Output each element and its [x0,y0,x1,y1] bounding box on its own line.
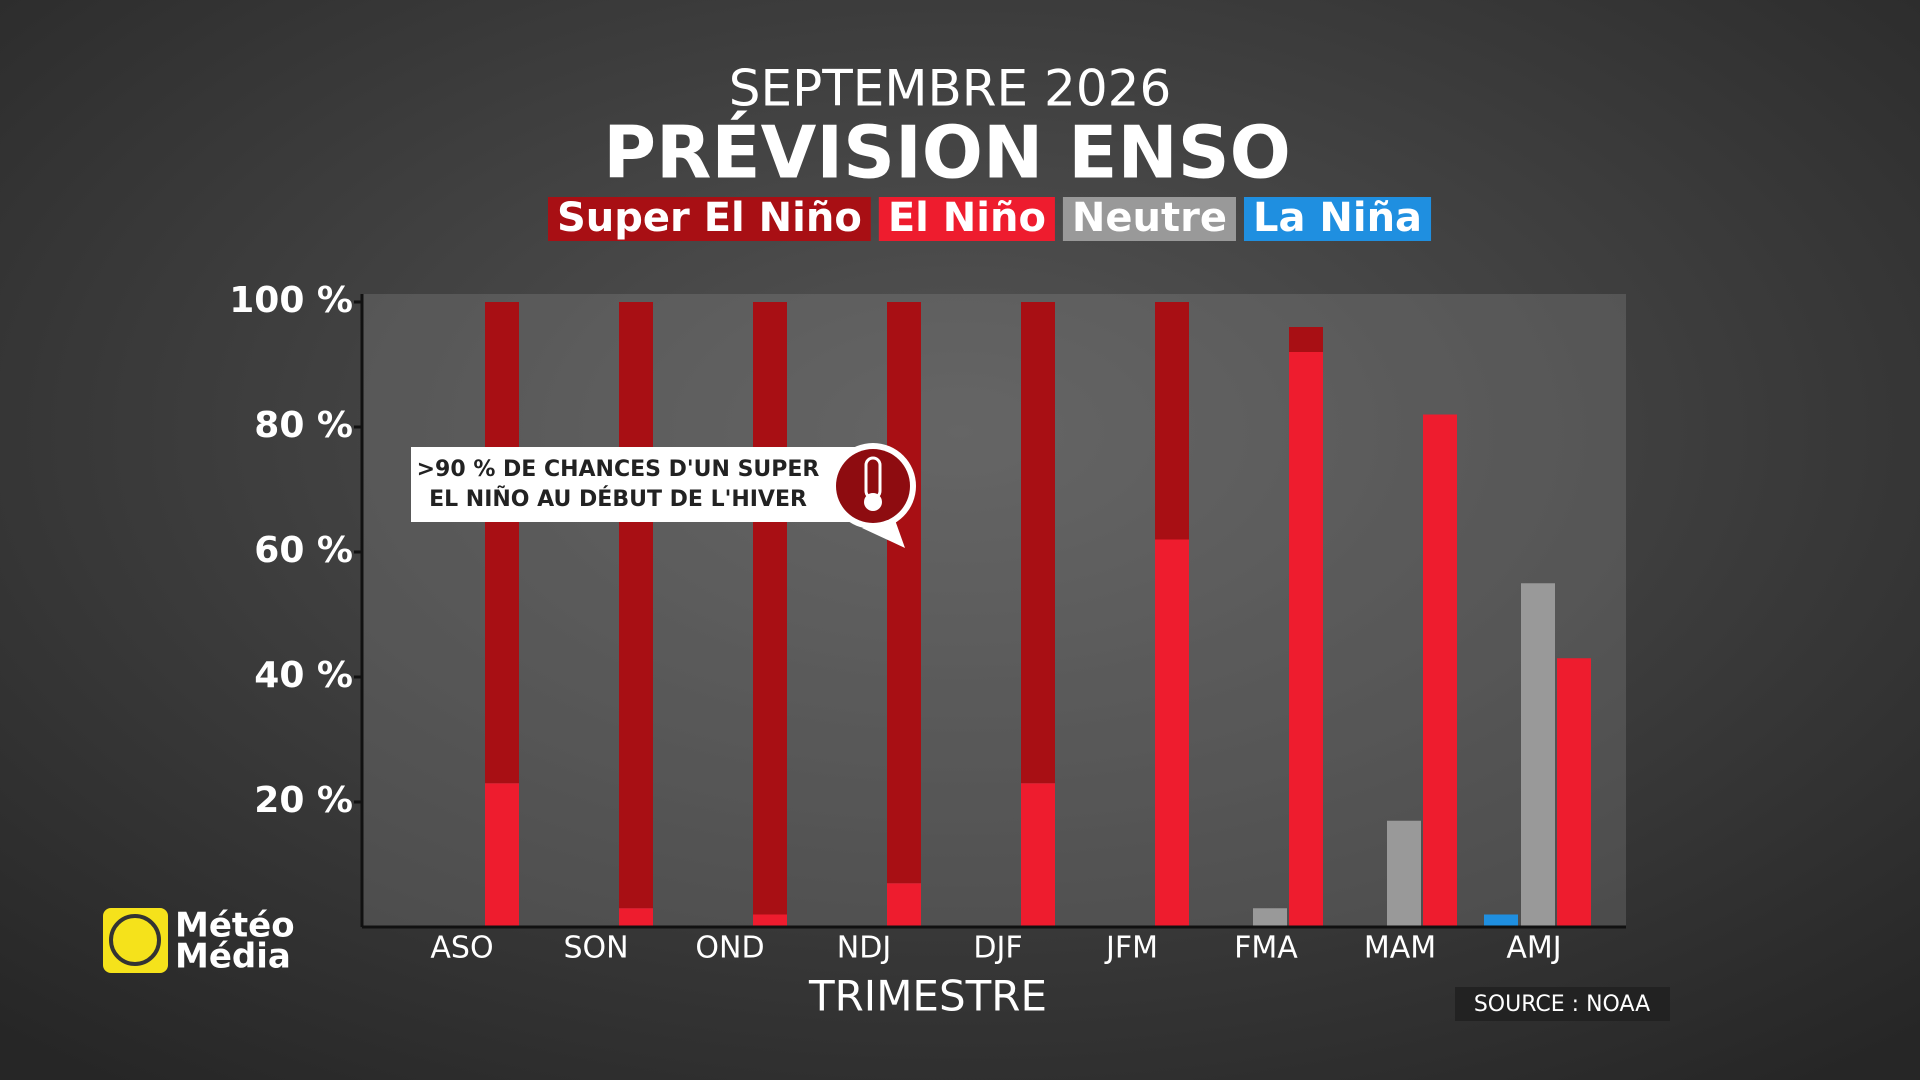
annotation-icon [836,449,910,523]
legend-label: La Niña [1253,195,1422,241]
y-tick-label: 20 % [254,780,353,821]
x-axis-title: TRIMESTRE [808,972,1047,1021]
x-tick-label: DJF [973,931,1022,966]
thermometer-bulb [864,493,882,511]
logo-globe [109,914,161,966]
bar [1423,414,1457,927]
bar [753,302,787,915]
bar [887,302,921,884]
y-tick-label: 100 % [229,280,353,321]
x-tick-label: OND [695,931,764,966]
bar [1557,658,1591,927]
bar [1021,302,1055,784]
logo-text: Météo [175,906,295,946]
legend-swatch [548,197,871,241]
bar [1387,820,1421,927]
x-tick-label: NDJ [837,931,891,966]
annotation-text: EL NIÑO AU DÉBUT DE L'HIVER [429,486,807,512]
legend-swatch [1243,197,1432,241]
logo-text: Média [175,937,291,977]
legend-label: Neutre [1072,195,1227,241]
bar [753,914,787,927]
legend-swatch [1062,197,1236,241]
bar [619,302,653,909]
x-tick-label: ASO [430,931,493,966]
legend-label: El Niño [888,195,1046,241]
logo: Météo Média [103,906,295,977]
bar [1521,583,1555,927]
x-tick-label: SON [563,931,628,966]
y-tick-label: 40 % [254,655,353,696]
bar [887,883,921,927]
bar [485,783,519,927]
bar [1155,302,1189,540]
annotation: >90 % DE CHANCES D'UN SUPER EL NIÑO AU D… [411,443,916,548]
x-tick-label: JFM [1104,931,1158,966]
legend: Super El Niño El Niño Neutre La Niña [548,195,1432,241]
bar [1155,539,1189,927]
source: SOURCE : NOAA [1474,992,1650,1017]
annotation-box [411,447,861,522]
y-tick-label: 80 % [254,405,353,446]
bar [1021,783,1055,927]
legend-swatch [878,197,1055,241]
x-tick-label: FMA [1234,931,1298,966]
annotation-text: >90 % DE CHANCES D'UN SUPER [417,457,820,482]
chart-subtitle: SEPTEMBRE 2026 [729,60,1172,118]
x-tick-label: AMJ [1506,931,1561,966]
legend-label: Super El Niño [557,195,862,241]
source-box [1455,987,1670,1021]
bar [1484,914,1518,927]
bar [1253,908,1287,927]
bar [485,302,519,784]
bar [1289,327,1323,352]
y-tick-label: 60 % [254,530,353,571]
chart-title: PRÉVISION ENSO [603,111,1291,195]
bar [619,908,653,927]
x-tick-label: MAM [1364,931,1436,966]
bar [1289,352,1323,927]
